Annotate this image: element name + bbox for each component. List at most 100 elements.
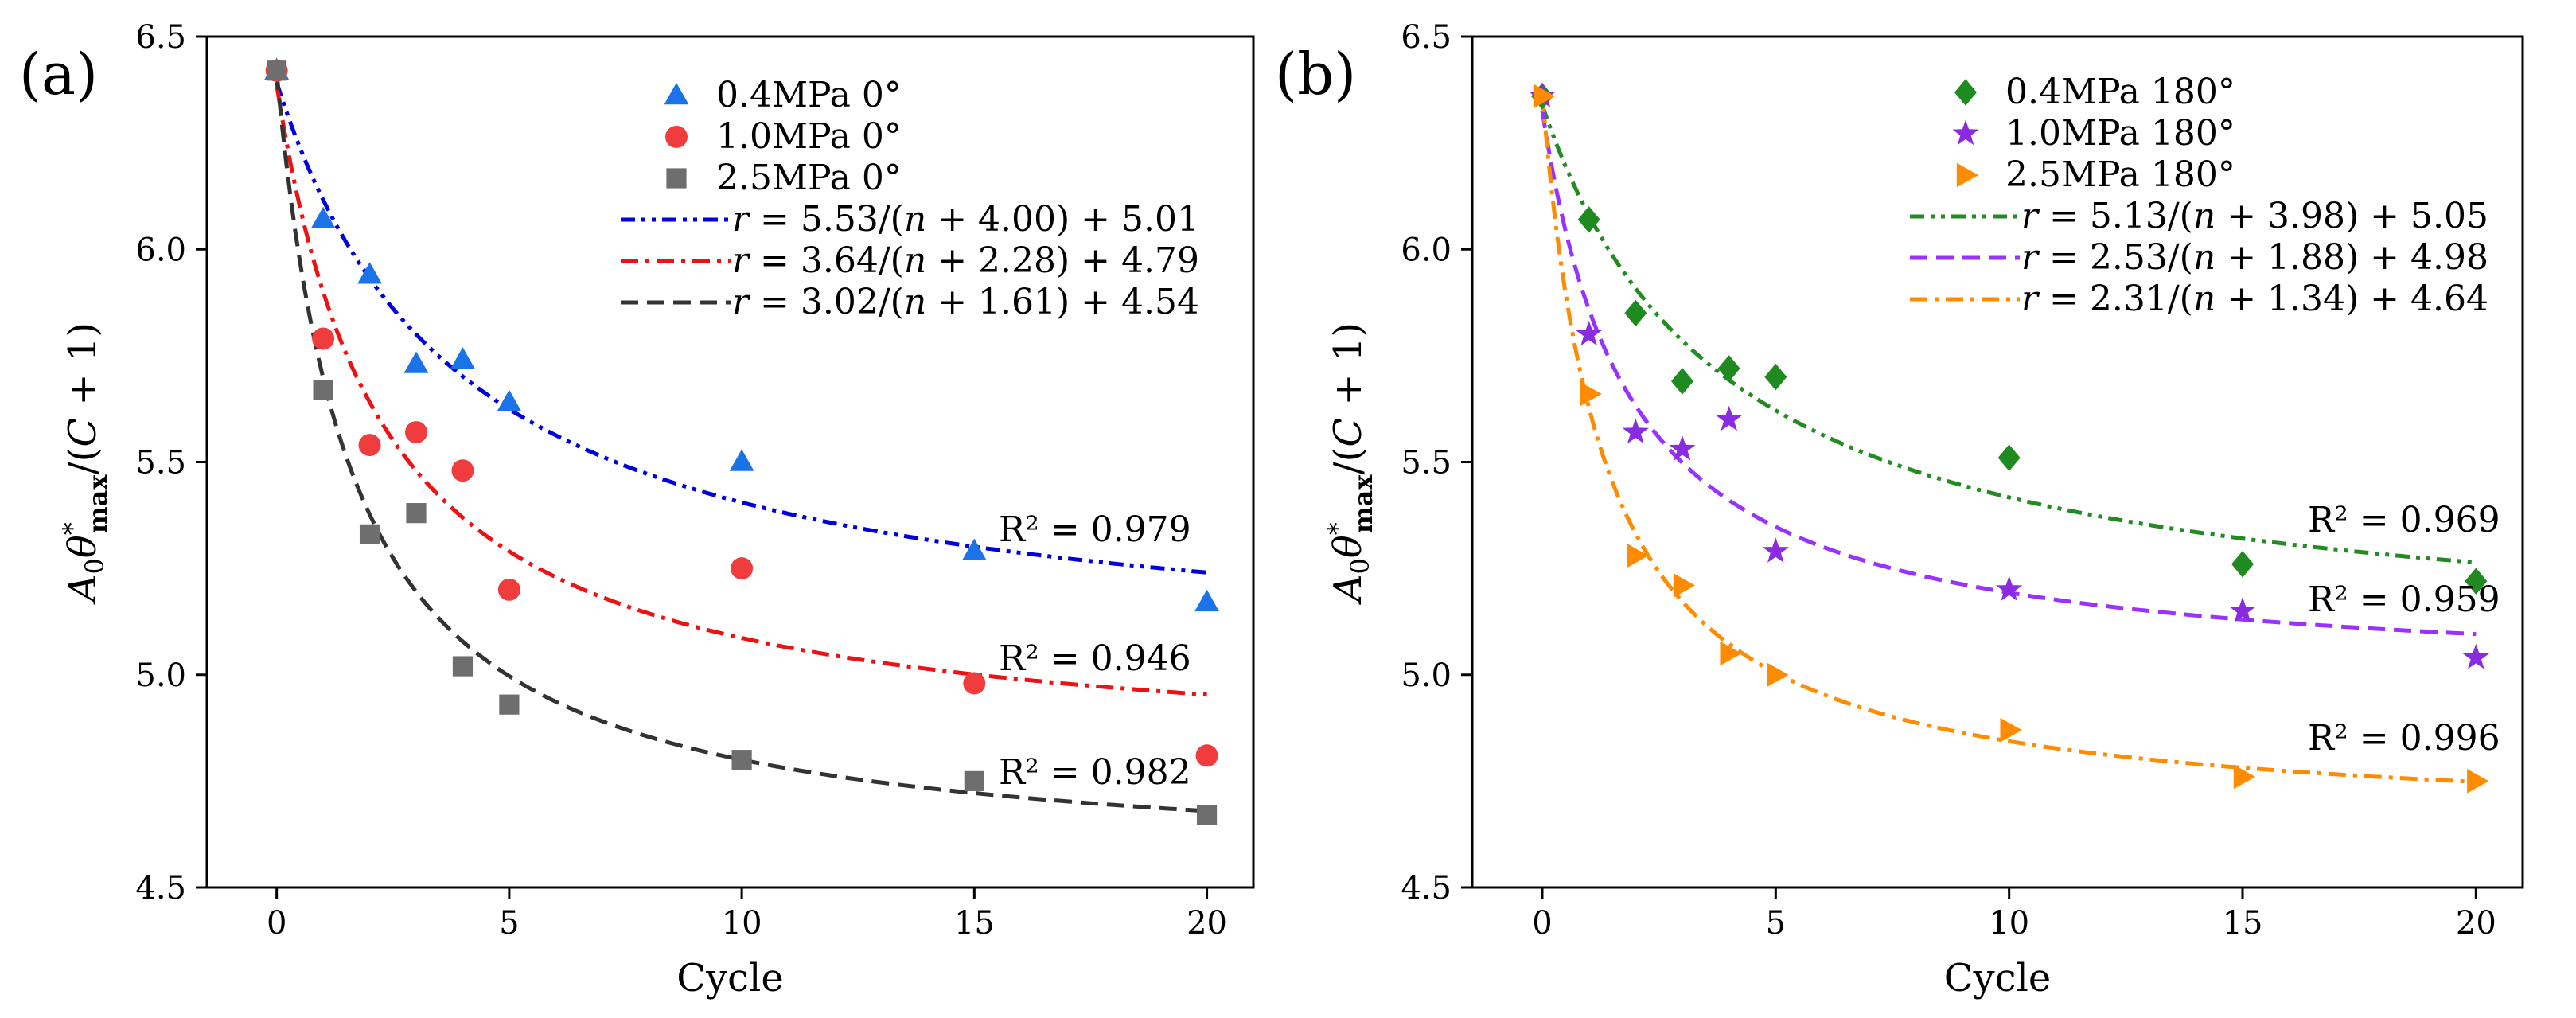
y-tick-label: 6.0 — [135, 232, 186, 268]
y-tick-label: 6.5 — [1401, 19, 1452, 56]
data-point-s0-6 — [729, 449, 754, 471]
data-point-s0-3 — [1671, 368, 1693, 395]
data-point-s1-4 — [1716, 405, 1743, 431]
data-point-s1-6 — [731, 557, 754, 580]
data-point-s0-2 — [357, 262, 382, 284]
data-point-s2-6 — [731, 750, 752, 770]
r2-label-2: R² = 0.996 — [2308, 718, 2500, 759]
legend-marker-1 — [1952, 119, 1979, 146]
data-point-s2-4 — [1720, 641, 1742, 666]
x-tick-label: 15 — [2223, 905, 2263, 942]
data-point-s1-1 — [1576, 320, 1603, 346]
data-point-s1-6 — [1996, 575, 2023, 601]
r2-label-0: R² = 0.979 — [999, 509, 1191, 550]
data-point-s0-1 — [1577, 206, 1600, 233]
data-point-s1-7 — [2229, 597, 2256, 622]
data-point-s0-5 — [497, 389, 522, 411]
legend-entry-1: 1.0MPa 180° — [2005, 113, 2235, 154]
y-tick-label: 6.0 — [1401, 232, 1452, 268]
data-point-s1-7 — [963, 672, 986, 695]
x-axis-label: Cycle — [676, 956, 783, 1000]
y-tick-label: 4.5 — [1401, 870, 1452, 907]
data-point-s0-7 — [2231, 550, 2254, 578]
r2-label-1: R² = 0.959 — [2308, 579, 2500, 620]
legend-fit-eq-1: r = 2.53/(n + 1.88) + 4.98 — [2021, 237, 2488, 278]
data-point-s2-0 — [267, 60, 287, 81]
x-tick-label: 5 — [499, 905, 519, 942]
y-tick-label: 5.0 — [135, 657, 186, 694]
chart-panel-a: 0 5 10 15 20 4.5 5.0 5.5 6.0 6.5 Cycle A0θ*max/(C +… — [19, 19, 1255, 1000]
data-point-s1-2 — [1622, 418, 1649, 444]
data-point-s2-1 — [1580, 381, 1602, 407]
data-point-s1-3 — [405, 421, 427, 444]
y-tick-label: 5.0 — [1401, 657, 1452, 694]
x-axis-label: Cycle — [1944, 956, 2051, 1000]
data-point-s0-4 — [450, 347, 475, 369]
x-tick-label: 0 — [1532, 905, 1552, 942]
data-point-s1-1 — [312, 327, 335, 350]
fit-curve-2 — [275, 72, 1207, 813]
data-point-s2-4 — [452, 656, 474, 677]
x-tick-label: 20 — [1187, 905, 1227, 942]
data-point-s1-8 — [2462, 643, 2489, 669]
data-point-s0-8 — [2465, 568, 2488, 595]
data-point-s2-8 — [2467, 768, 2489, 794]
data-point-s2-5 — [499, 694, 520, 715]
y-axis-label: A0θ*max/(C + 1) — [1323, 322, 1378, 605]
legend-fit-eq-0: r = 5.53/(n + 4.00) + 5.01 — [732, 199, 1199, 240]
legend-marker-1 — [665, 126, 688, 148]
legend-entry-1: 1.0MPa 0° — [716, 116, 902, 157]
r2-label-2: R² = 0.982 — [999, 752, 1191, 793]
data-point-s1-2 — [358, 434, 381, 457]
legend-fit-eq-1: r = 3.64/(n + 2.28) + 4.79 — [732, 240, 1199, 281]
data-point-s2-0 — [1533, 84, 1556, 109]
panel-label: (a) — [19, 41, 98, 107]
y-tick-label: 4.5 — [135, 870, 186, 907]
data-point-s0-4 — [1717, 355, 1740, 382]
data-point-s2-3 — [406, 503, 427, 524]
x-tick-label: 10 — [1989, 905, 2029, 942]
data-point-s1-5 — [497, 578, 520, 601]
r2-label-1: R² = 0.946 — [999, 638, 1191, 679]
data-point-s2-3 — [1673, 573, 1696, 598]
x-tick-label: 20 — [2456, 905, 2496, 942]
fit-curve-0 — [1540, 104, 2477, 565]
data-point-s2-6 — [2000, 717, 2022, 743]
r2-label-0: R² = 0.969 — [2308, 500, 2500, 540]
data-point-s1-5 — [1762, 537, 1789, 563]
data-point-s0-6 — [1997, 444, 2021, 471]
y-tick-label: 6.5 — [135, 19, 186, 56]
panel-label: (b) — [1275, 41, 1356, 107]
data-point-s0-2 — [1624, 299, 1647, 327]
plot-frame — [1471, 35, 2524, 889]
data-point-s0-1 — [310, 206, 336, 229]
fit-curve-1 — [275, 84, 1207, 697]
y-tick-label: 5.5 — [1401, 445, 1452, 482]
legend-entry-0: 0.4MPa 180° — [2005, 72, 2235, 112]
x-tick-label: 5 — [1766, 905, 1786, 942]
data-point-s1-3 — [1669, 435, 1696, 461]
data-point-s2-5 — [1767, 662, 1789, 688]
legend-entry-0: 0.4MPa 0° — [716, 75, 902, 115]
legend-marker-0 — [1954, 79, 1977, 106]
legend-marker-0 — [664, 82, 689, 105]
legend-entry-2: 2.5MPa 0° — [716, 158, 902, 198]
legend-entry-2: 2.5MPa 180° — [2005, 154, 2235, 195]
data-point-s2-1 — [313, 380, 333, 400]
fit-curve-2 — [1540, 94, 2477, 784]
legend-fit-eq-2: r = 3.02/(n + 1.61) + 4.54 — [732, 282, 1199, 322]
data-point-s2-7 — [2233, 764, 2256, 790]
data-point-s1-8 — [1195, 744, 1218, 767]
data-point-s0-3 — [403, 351, 429, 373]
x-tick-label: 10 — [722, 905, 762, 942]
data-point-s0-5 — [1764, 363, 1787, 391]
legend-fit-eq-0: r = 5.13/(n + 3.98) + 5.05 — [2021, 196, 2488, 236]
x-tick-label: 15 — [954, 905, 995, 942]
y-axis-label: A0θ*max/(C + 1) — [57, 322, 113, 605]
x-tick-label: 0 — [267, 905, 286, 942]
data-point-s1-4 — [451, 459, 474, 482]
fit-curve-0 — [275, 81, 1207, 575]
legend-fit-eq-2: r = 2.31/(n + 1.34) + 4.64 — [2021, 279, 2488, 319]
data-point-s2-2 — [1627, 543, 1649, 568]
